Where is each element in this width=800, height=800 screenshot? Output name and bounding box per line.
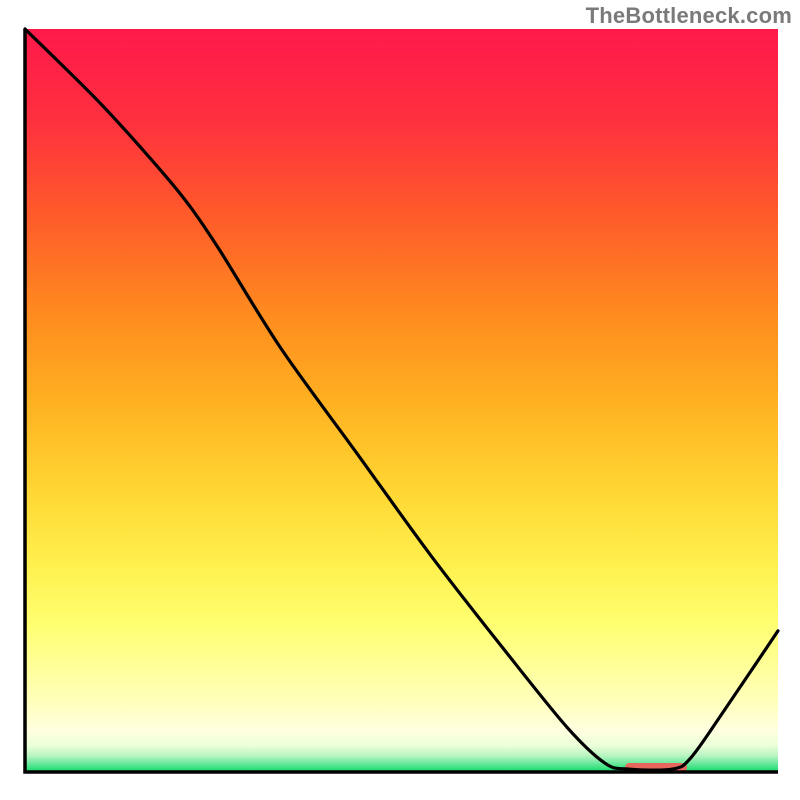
plot-background (25, 29, 778, 772)
gradient-line-chart (0, 0, 800, 800)
watermark-text: TheBottleneck.com (586, 3, 792, 29)
chart-container: { "watermark": "TheBottleneck.com", "cha… (0, 0, 800, 800)
